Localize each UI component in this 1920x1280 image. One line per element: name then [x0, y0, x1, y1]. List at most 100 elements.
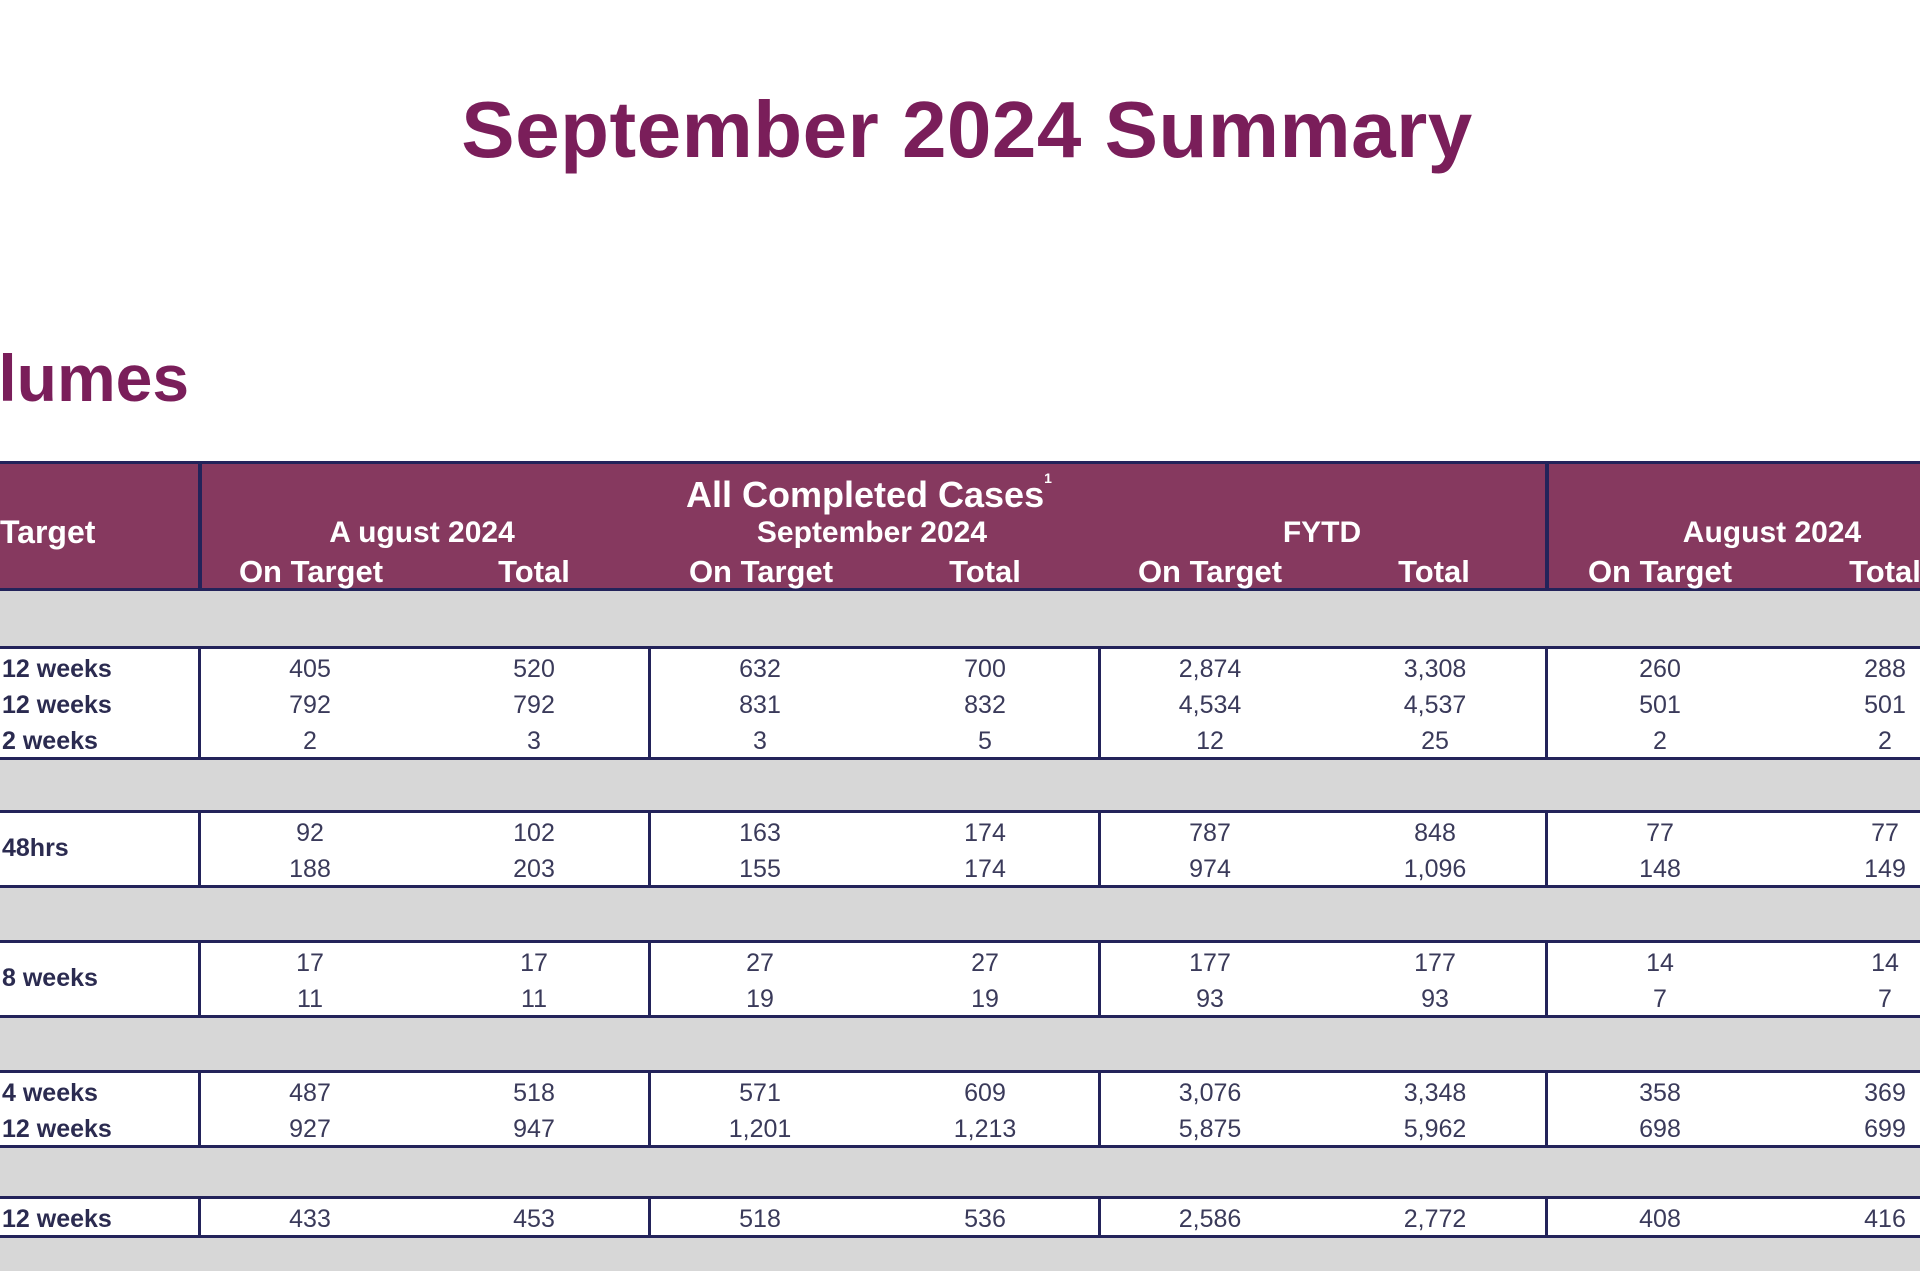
column-divider [1098, 1073, 1101, 1145]
table-cell: 358 [1639, 1079, 1681, 1107]
table-cell: 174 [964, 855, 1006, 883]
section-band [0, 1148, 1920, 1196]
table-cell: 501 [1639, 691, 1681, 719]
column-divider [1098, 1199, 1101, 1235]
table-cell: 536 [964, 1205, 1006, 1233]
table-cell: 102 [513, 819, 555, 847]
table-cell: 974 [1189, 855, 1231, 883]
table-cell: 792 [513, 691, 555, 719]
row-group: 8 weeks 17 17 27 27 177 177 14 14 11 11 19 19 93 93 7 7 [0, 940, 1920, 1018]
table-cell: 792 [289, 691, 331, 719]
header-total: Total [498, 554, 570, 589]
table-cell: 188 [289, 855, 331, 883]
table-cell: 1,201 [728, 1115, 792, 1143]
column-divider [648, 649, 651, 757]
table-header: Target All Completed Cases1 A ugust 2024… [0, 461, 1920, 594]
column-divider [648, 813, 651, 885]
column-divider [1545, 1073, 1548, 1145]
table-cell: 177 [1189, 949, 1231, 977]
column-divider [198, 1199, 201, 1235]
table-cell: 2,772 [1403, 1205, 1467, 1233]
footnote-marker: 1 [1044, 470, 1052, 486]
column-divider [1545, 649, 1548, 757]
table-cell: 27 [971, 949, 999, 977]
header-period-fytd: FYTD [1282, 516, 1362, 549]
table-cell: 699 [1864, 1115, 1906, 1143]
table-cell: 93 [1196, 985, 1224, 1013]
table-cell: 518 [739, 1205, 781, 1233]
column-divider [1545, 813, 1548, 885]
table-cell: 831 [739, 691, 781, 719]
header-all-completed-cases: All Completed Cases1 [686, 470, 1052, 516]
header-on-target: On Target [1587, 554, 1733, 589]
table-cell: 571 [739, 1079, 781, 1107]
table-cell: 25 [1421, 727, 1449, 755]
table-cell: 77 [1646, 819, 1674, 847]
table-cell: 927 [289, 1115, 331, 1143]
table-cell: 2,586 [1178, 1205, 1242, 1233]
table-cell: 203 [513, 855, 555, 883]
section-band [0, 591, 1920, 646]
table-cell: 11 [521, 985, 547, 1013]
table-cell: 3,076 [1178, 1079, 1242, 1107]
section-heading: olumes [0, 341, 190, 415]
column-divider [1545, 1199, 1548, 1235]
table-cell: 698 [1639, 1115, 1681, 1143]
row-group: 12 weeks 433 453 518 536 2,586 2,772 408 416 [0, 1196, 1920, 1238]
table-cell: 520 [513, 655, 555, 683]
table-cell: 609 [964, 1079, 1006, 1107]
row-group: 48hrs 92 102 163 174 787 848 77 77 188 203 155 174 97… [0, 810, 1920, 888]
table-cell: 1,213 [953, 1115, 1017, 1143]
table-cell: 416 [1864, 1205, 1906, 1233]
table-cell: 433 [289, 1205, 331, 1233]
table-cell: 3 [753, 727, 767, 755]
section-band [0, 760, 1920, 810]
table-cell: 163 [739, 819, 781, 847]
table-cell: 11 [297, 985, 323, 1013]
column-divider [198, 649, 201, 757]
table-cell: 3,348 [1403, 1079, 1467, 1107]
column-divider [198, 813, 201, 885]
table-cell: 12 [1196, 727, 1224, 755]
table-cell: 453 [513, 1205, 555, 1233]
header-total: Total [949, 554, 1021, 589]
table-cell: 632 [739, 655, 781, 683]
table-cell: 2 [1653, 727, 1667, 755]
header-separator [198, 464, 202, 594]
table-cell: 149 [1864, 855, 1906, 883]
table-cell: 700 [964, 655, 1006, 683]
table-cell: 260 [1639, 655, 1681, 683]
header-on-target: On Target [238, 554, 384, 589]
table-cell: 832 [964, 691, 1006, 719]
table-cell: 77 [1871, 819, 1899, 847]
table-cell: 288 [1864, 655, 1906, 683]
table-cell: 5,875 [1178, 1115, 1242, 1143]
table-cell: 848 [1414, 819, 1456, 847]
table-cell: 14 [1871, 949, 1899, 977]
table-cell: 17 [520, 949, 548, 977]
table-cell: 148 [1639, 855, 1681, 883]
row-group: 12 weeks 405 520 632 700 2,874 3,308 260 288 12 w… [0, 646, 1920, 760]
header-separator [1545, 464, 1549, 594]
table-cell: 501 [1864, 691, 1906, 719]
column-divider [198, 943, 201, 1015]
table-cell: 19 [746, 985, 774, 1013]
table-cell: 3,308 [1403, 655, 1467, 683]
table-cell: 408 [1639, 1205, 1681, 1233]
table-cell: 1,096 [1403, 855, 1467, 883]
table-cell: 93 [1421, 985, 1449, 1013]
header-group-title: All Completed Cases [686, 474, 1045, 515]
header-period-aug-2: August 2024 [1682, 516, 1862, 549]
column-divider [648, 943, 651, 1015]
table-cell: 17 [296, 949, 324, 977]
header-target: Target [0, 514, 96, 550]
row-label: 12 weeks [2, 691, 112, 719]
column-divider [1098, 943, 1101, 1015]
table-cell: 4,534 [1178, 691, 1242, 719]
table-cell: 4,537 [1403, 691, 1467, 719]
table-cell: 369 [1864, 1079, 1906, 1107]
table-cell: 947 [513, 1115, 555, 1143]
header-on-target: On Target [1137, 554, 1283, 589]
group-label: 8 weeks [2, 964, 98, 992]
table-cell: 787 [1189, 819, 1231, 847]
